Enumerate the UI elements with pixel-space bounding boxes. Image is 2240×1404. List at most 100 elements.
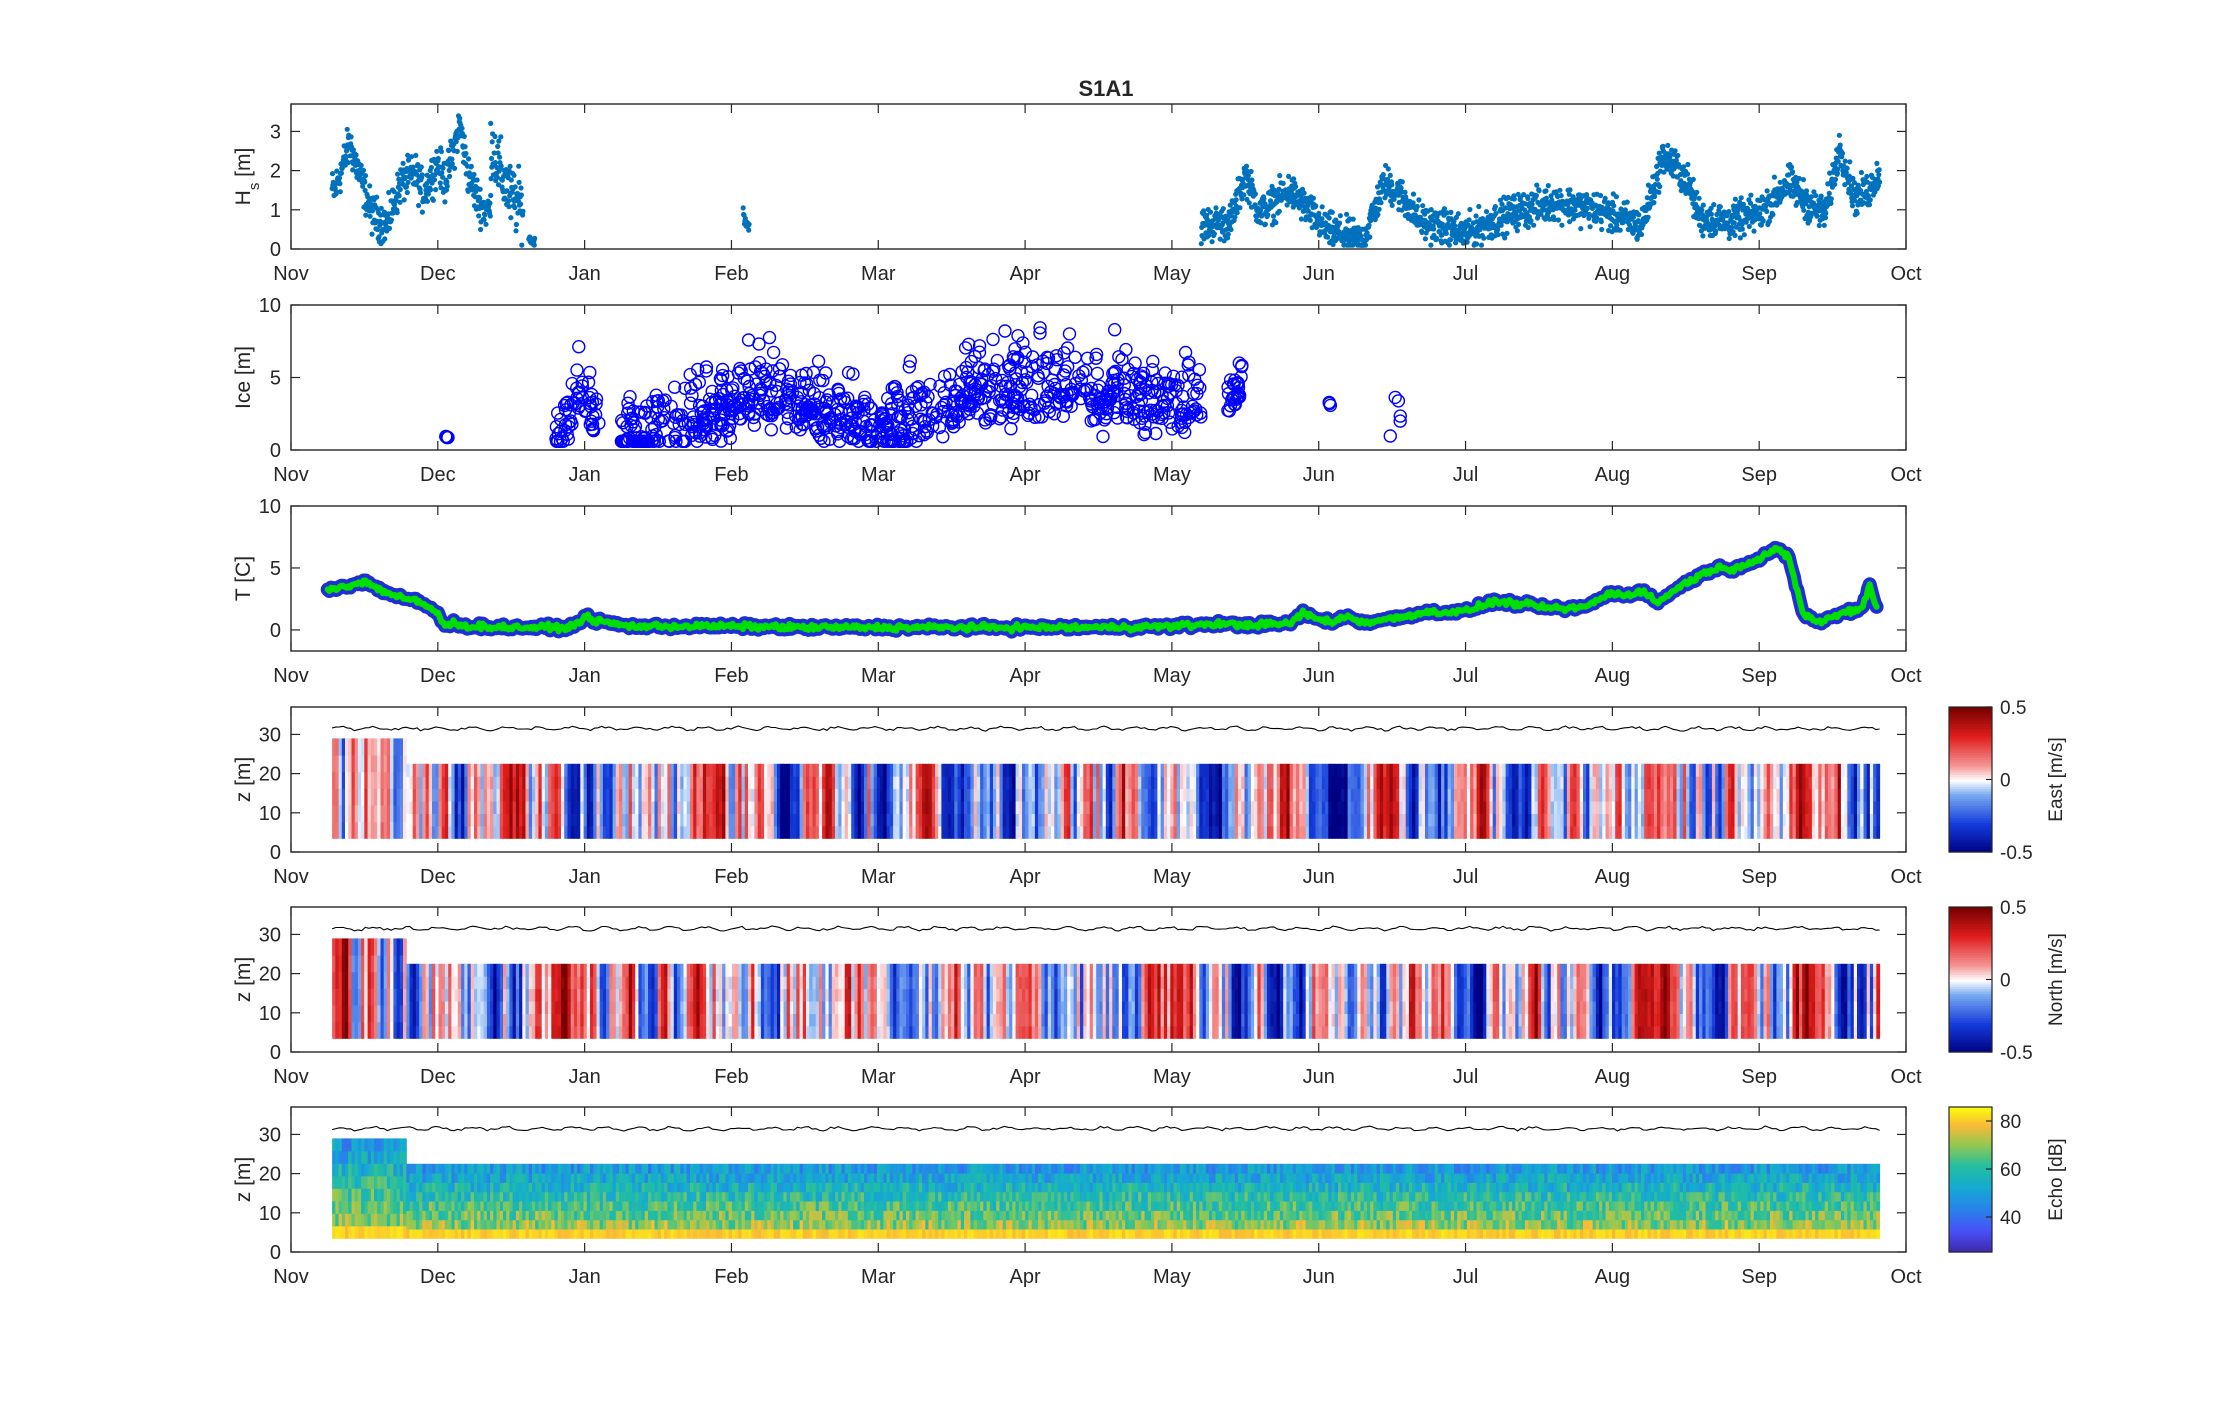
hs-point: [1276, 208, 1282, 214]
east-cell: [538, 825, 543, 839]
east-cell: [1144, 825, 1149, 839]
east-cell: [1160, 825, 1165, 839]
east-cell: [1092, 788, 1097, 802]
ice-xtick-label: Dec: [420, 464, 456, 486]
east-cell: [551, 788, 556, 802]
temp-xtick-label: Dec: [420, 665, 456, 687]
ice-marker: [1107, 323, 1122, 337]
east-cell: [470, 763, 475, 777]
east-cell: [390, 805, 394, 823]
hs-point: [472, 194, 478, 200]
east-cell: [944, 813, 949, 827]
hs-point: [409, 154, 415, 160]
east-cell: [809, 813, 814, 827]
east-cell: [483, 776, 488, 790]
east-cell: [1160, 763, 1165, 777]
ice-xtick-label: Jul: [1453, 464, 1479, 486]
hs-point: [512, 204, 518, 211]
east-cell: [1038, 763, 1042, 777]
hs-point: [428, 187, 434, 193]
hs-point: [382, 236, 388, 242]
east-cell: [780, 788, 785, 802]
east-cell: [496, 788, 501, 802]
ice-xtick-label: Feb: [714, 464, 748, 486]
hs-point: [1543, 188, 1549, 194]
east-cell: [957, 801, 962, 814]
hs-point: [1241, 192, 1247, 198]
temp-xtick-label: Mar: [861, 665, 896, 687]
hs-point: [508, 215, 514, 221]
hs-point: [343, 154, 349, 160]
east-cell: [335, 788, 340, 806]
hs-point: [1760, 218, 1766, 224]
hs-point: [386, 189, 392, 196]
east-cell: [809, 825, 814, 839]
hs-point: [1262, 221, 1268, 227]
east-cell: [835, 776, 839, 790]
east-cell: [564, 776, 569, 790]
hs-point: [1227, 202, 1233, 208]
east-cell: [876, 813, 881, 827]
east-cell: [673, 776, 678, 790]
ice-marker: [572, 340, 586, 354]
hs-point: [498, 134, 504, 140]
east-cell: [902, 813, 907, 827]
east-cell: [432, 801, 436, 814]
hs-point: [1514, 228, 1520, 234]
east-cell: [754, 801, 759, 814]
hs-xtick-label: May: [1153, 263, 1191, 285]
east-cell: [551, 763, 556, 777]
hs-point: [1204, 212, 1210, 218]
hs-point: [447, 173, 453, 179]
hs-point: [1874, 160, 1880, 166]
hs-point: [1284, 202, 1290, 208]
hs-point: [492, 133, 498, 140]
hs-point: [1504, 230, 1510, 236]
hs-point: [336, 175, 343, 181]
hs-point: [1525, 224, 1531, 231]
east-cell: [1012, 776, 1017, 790]
ice-marker: [1391, 394, 1406, 408]
hs-point: [1837, 142, 1843, 148]
hs-ylabel: Hs [m]: [232, 148, 263, 206]
hs-xtick-label: Aug: [1595, 263, 1631, 285]
hs-point: [1790, 169, 1796, 175]
hs-xtick-label: Sep: [1741, 263, 1777, 285]
east-cell: [606, 788, 610, 802]
east-cell: [1186, 813, 1191, 827]
east-cell: [1212, 788, 1217, 802]
east-cell: [996, 801, 1001, 814]
east-cell: [496, 801, 501, 814]
hs-point: [1265, 212, 1271, 218]
hs-point: [1651, 200, 1657, 206]
east-cell: [1173, 825, 1178, 839]
hs-point: [383, 223, 389, 229]
east-cell: [432, 788, 436, 802]
east-cell: [335, 805, 340, 823]
hs-point: [405, 152, 411, 158]
ice-ytick-label: 5: [270, 368, 281, 390]
east-cell: [432, 825, 436, 839]
east-cell: [1080, 763, 1084, 777]
east-cell: [876, 788, 881, 802]
hs-point: [1209, 239, 1215, 245]
hs-point: [1847, 159, 1853, 165]
ice-xtick-label: Aug: [1595, 464, 1631, 486]
hs-point: [444, 183, 450, 189]
east-cell: [619, 788, 623, 802]
temp-xtick-label: Feb: [714, 665, 748, 687]
east-cell: [1051, 801, 1055, 814]
east-cell: [902, 801, 907, 814]
hs-point: [1584, 205, 1590, 211]
east-cell: [780, 825, 785, 839]
east-cell: [457, 763, 462, 777]
east-cell: [864, 776, 868, 790]
hs-point: [1611, 203, 1617, 209]
east-cell: [1199, 788, 1204, 802]
east-plot: [331, 725, 1881, 839]
hs-point: [443, 187, 450, 193]
hs-point: [1291, 176, 1297, 182]
hs-xtick-label: Jan: [569, 263, 601, 285]
hs-point: [477, 195, 483, 202]
